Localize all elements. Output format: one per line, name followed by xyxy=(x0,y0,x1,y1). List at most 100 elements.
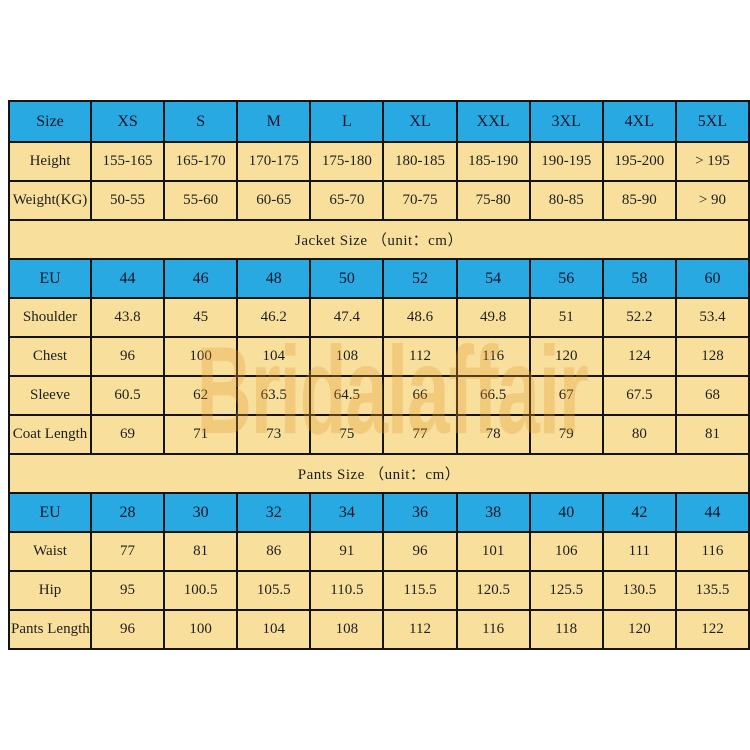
table-cell: 48.6 xyxy=(382,297,458,338)
table-cell: 120.5 xyxy=(455,570,531,611)
table-cell: 110.5 xyxy=(309,570,385,611)
table-row: Coat Length 69 71 73 75 77 78 79 80 81 xyxy=(8,414,750,455)
table-cell: 73 xyxy=(236,414,312,455)
header-row: EU 44 46 48 50 52 54 56 58 60 xyxy=(8,258,750,299)
table-cell: 125.5 xyxy=(528,570,604,611)
header-row-label: EU xyxy=(8,258,92,299)
column-header: 44 xyxy=(674,492,750,533)
column-header: 32 xyxy=(236,492,312,533)
column-header: L xyxy=(309,100,385,143)
size-chart-body: Size XS S M L XL XXL 3XL 4XL 5XL Height 155-165 165-… xyxy=(8,100,750,650)
column-header: M xyxy=(236,100,312,143)
table-cell: 108 xyxy=(309,609,385,650)
column-header: 48 xyxy=(236,258,312,299)
table-cell: 75-80 xyxy=(455,180,531,221)
table-cell: 111 xyxy=(601,531,677,572)
column-header: 28 xyxy=(89,492,166,533)
table-cell: 95 xyxy=(89,570,166,611)
table-row: Shoulder 43.8 45 46.2 47.4 48.6 49.8 51 52.2 53.4 xyxy=(8,297,750,338)
table-cell: 71 xyxy=(163,414,239,455)
column-header: 44 xyxy=(89,258,166,299)
row-header: Waist xyxy=(8,531,92,572)
table-cell: 85-90 xyxy=(601,180,677,221)
table-cell: 47.4 xyxy=(309,297,385,338)
table-cell: 101 xyxy=(455,531,531,572)
table-cell: 195-200 xyxy=(601,141,677,182)
table-cell: 80-85 xyxy=(528,180,604,221)
column-header: 5XL xyxy=(674,100,750,143)
table-row: Sleeve 60.5 62 63.5 64.5 66 66.5 67 67.5 68 xyxy=(8,375,750,416)
section-title: Pants Size （unit：cm） xyxy=(8,453,750,494)
table-cell: 116 xyxy=(455,609,531,650)
table-cell: 106 xyxy=(528,531,604,572)
table-cell: 118 xyxy=(528,609,604,650)
section-title: Jacket Size （unit：cm） xyxy=(8,219,750,260)
column-header: S xyxy=(163,100,239,143)
table-cell: 67 xyxy=(528,375,604,416)
table-cell: 105.5 xyxy=(236,570,312,611)
table-cell: 120 xyxy=(601,609,677,650)
table-cell: 135.5 xyxy=(674,570,750,611)
column-header: XXL xyxy=(455,100,531,143)
header-row: EU 28 30 32 34 36 38 40 42 44 xyxy=(8,492,750,533)
header-row-label: EU xyxy=(8,492,92,533)
table-cell: 112 xyxy=(382,336,458,377)
table-cell: 69 xyxy=(89,414,166,455)
table-row: Chest 96 100 104 108 112 116 120 124 128 xyxy=(8,336,750,377)
section-row: Jacket Size （unit：cm） xyxy=(8,219,750,260)
table-cell: 50-55 xyxy=(89,180,166,221)
table-cell: 165-170 xyxy=(163,141,239,182)
table-cell: 81 xyxy=(674,414,750,455)
table-cell: 116 xyxy=(455,336,531,377)
column-header: XS xyxy=(89,100,166,143)
column-header: 58 xyxy=(601,258,677,299)
column-header: XL xyxy=(382,100,458,143)
table-cell: 62 xyxy=(163,375,239,416)
table-cell: 68 xyxy=(674,375,750,416)
table-cell: 60.5 xyxy=(89,375,166,416)
column-header: 42 xyxy=(601,492,677,533)
table-cell: 180-185 xyxy=(382,141,458,182)
table-cell: 108 xyxy=(309,336,385,377)
column-header: 3XL xyxy=(528,100,604,143)
table-cell: 65-70 xyxy=(309,180,385,221)
table-cell: 52.2 xyxy=(601,297,677,338)
table-cell: 96 xyxy=(89,609,166,650)
row-header: Hip xyxy=(8,570,92,611)
header-row-label: Size xyxy=(8,100,92,143)
header-row: Size XS S M L XL XXL 3XL 4XL 5XL xyxy=(8,100,750,143)
column-header: 36 xyxy=(382,492,458,533)
column-header: 54 xyxy=(455,258,531,299)
table-cell: 122 xyxy=(674,609,750,650)
table-cell: 79 xyxy=(528,414,604,455)
table-cell: 96 xyxy=(382,531,458,572)
table-cell: 104 xyxy=(236,336,312,377)
table-cell: 112 xyxy=(382,609,458,650)
table-cell: 86 xyxy=(236,531,312,572)
row-header: Weight(KG) xyxy=(8,180,92,221)
table-row: Pants Length 96 100 104 108 112 116 118 120 122 xyxy=(8,609,750,650)
table-cell: 67.5 xyxy=(601,375,677,416)
row-header: Pants Length xyxy=(8,609,92,650)
column-header: 50 xyxy=(309,258,385,299)
row-header: Sleeve xyxy=(8,375,92,416)
table-cell: 104 xyxy=(236,609,312,650)
column-header: 56 xyxy=(528,258,604,299)
table-cell: 155-165 xyxy=(89,141,166,182)
table-cell: 64.5 xyxy=(309,375,385,416)
table-cell: 45 xyxy=(163,297,239,338)
table-cell: 100 xyxy=(163,336,239,377)
column-header: 40 xyxy=(528,492,604,533)
table-row: Height 155-165 165-170 170-175 175-180 180-18… xyxy=(8,141,750,182)
column-header: 38 xyxy=(455,492,531,533)
table-row: Weight(KG) 50-55 55-60 60-65 65-70 70-75 75-80… xyxy=(8,180,750,221)
table-cell: 66.5 xyxy=(455,375,531,416)
table-cell: 66 xyxy=(382,375,458,416)
table-cell: 120 xyxy=(528,336,604,377)
table-cell: 170-175 xyxy=(236,141,312,182)
column-header: 34 xyxy=(309,492,385,533)
column-header: 4XL xyxy=(601,100,677,143)
table-cell: 81 xyxy=(163,531,239,572)
table-cell: 124 xyxy=(601,336,677,377)
table-cell: 55-60 xyxy=(163,180,239,221)
